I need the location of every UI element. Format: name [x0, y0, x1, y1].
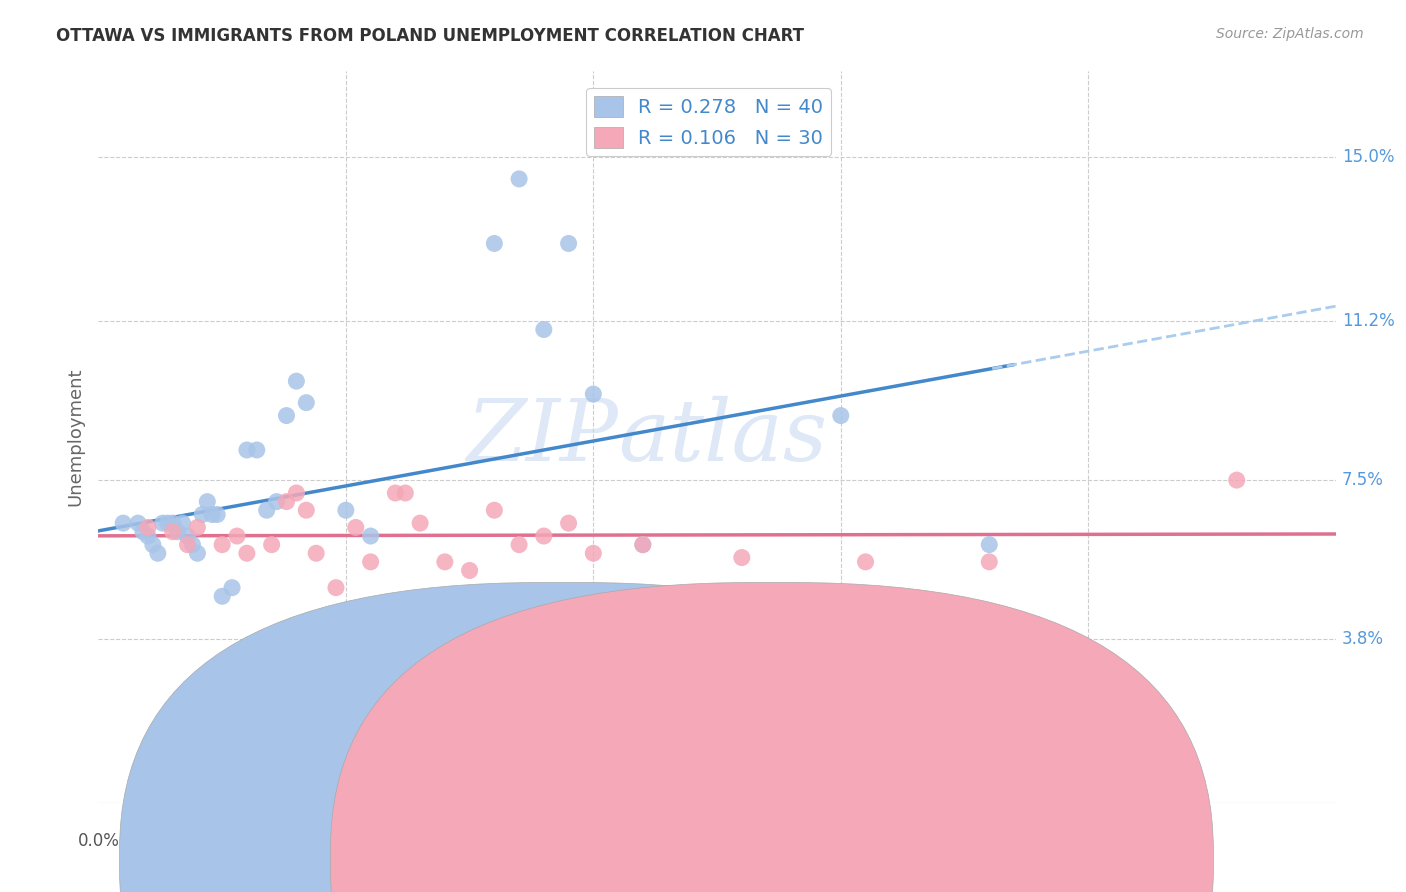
Point [360, 529, 382, 543]
Point [236, 442, 259, 457]
Point [830, 409, 852, 423]
Point [631, 538, 654, 552]
Point [186, 546, 208, 560]
Point [112, 516, 135, 530]
Point [533, 529, 555, 543]
Point [295, 395, 318, 409]
Point [344, 520, 367, 534]
Legend: R = 0.278   N = 40, R = 0.106   N = 30: R = 0.278 N = 40, R = 0.106 N = 30 [586, 88, 831, 156]
Point [631, 538, 654, 552]
Text: ZIP: ZIP [467, 396, 619, 478]
Point [146, 546, 169, 560]
Text: atlas: atlas [619, 396, 827, 478]
Point [285, 486, 308, 500]
Point [276, 494, 298, 508]
Text: OTTAWA VS IMMIGRANTS FROM POLAND UNEMPLOYMENT CORRELATION CHART: OTTAWA VS IMMIGRANTS FROM POLAND UNEMPLO… [56, 27, 804, 45]
Point [191, 508, 214, 522]
Point [582, 546, 605, 560]
Point [195, 494, 218, 508]
Point [221, 581, 243, 595]
Text: 3.8%: 3.8% [1341, 631, 1384, 648]
Point [266, 494, 288, 508]
Point [384, 486, 406, 500]
Text: 7.5%: 7.5% [1341, 471, 1384, 489]
Point [201, 508, 224, 522]
Point [142, 538, 165, 552]
Text: Immigrants from Poland: Immigrants from Poland [799, 851, 998, 869]
Point [181, 538, 204, 552]
Point [484, 503, 506, 517]
Text: Source: ZipAtlas.com: Source: ZipAtlas.com [1216, 27, 1364, 41]
Point [409, 632, 432, 647]
Y-axis label: Unemployment: Unemployment [66, 368, 84, 507]
Point [325, 581, 347, 595]
Point [211, 589, 233, 603]
Point [285, 374, 308, 388]
Point [979, 555, 1001, 569]
Point [557, 236, 579, 251]
Point [433, 555, 456, 569]
Text: 11.2%: 11.2% [1341, 312, 1395, 330]
Point [176, 529, 198, 543]
Text: 0.0%: 0.0% [77, 832, 120, 850]
Point [136, 520, 159, 534]
Point [384, 624, 406, 638]
Point [335, 503, 357, 517]
Point [484, 236, 506, 251]
Point [360, 555, 382, 569]
Point [132, 524, 155, 539]
Point [409, 516, 432, 530]
Point [136, 529, 159, 543]
Point [295, 503, 318, 517]
Text: Ottawa: Ottawa [588, 851, 648, 869]
Point [176, 538, 198, 552]
Point [394, 486, 416, 500]
Point [152, 516, 174, 530]
Point [305, 546, 328, 560]
Point [458, 564, 481, 578]
Point [127, 516, 149, 530]
Point [855, 555, 877, 569]
Point [582, 387, 605, 401]
Point [205, 508, 228, 522]
Point [172, 516, 194, 530]
Point [246, 442, 269, 457]
Point [979, 538, 1001, 552]
Point [533, 322, 555, 336]
Text: 15.0%: 15.0% [1341, 148, 1395, 167]
Point [433, 615, 456, 629]
Point [508, 172, 530, 186]
Point [508, 538, 530, 552]
Point [156, 516, 179, 530]
Point [260, 538, 283, 552]
Point [226, 529, 249, 543]
Point [1226, 473, 1249, 487]
Point [256, 503, 278, 517]
Point [557, 516, 579, 530]
Point [731, 550, 754, 565]
Point [276, 409, 298, 423]
Point [211, 538, 233, 552]
Point [186, 520, 208, 534]
Point [162, 524, 184, 539]
Point [236, 546, 259, 560]
Point [162, 516, 184, 530]
Point [166, 524, 188, 539]
